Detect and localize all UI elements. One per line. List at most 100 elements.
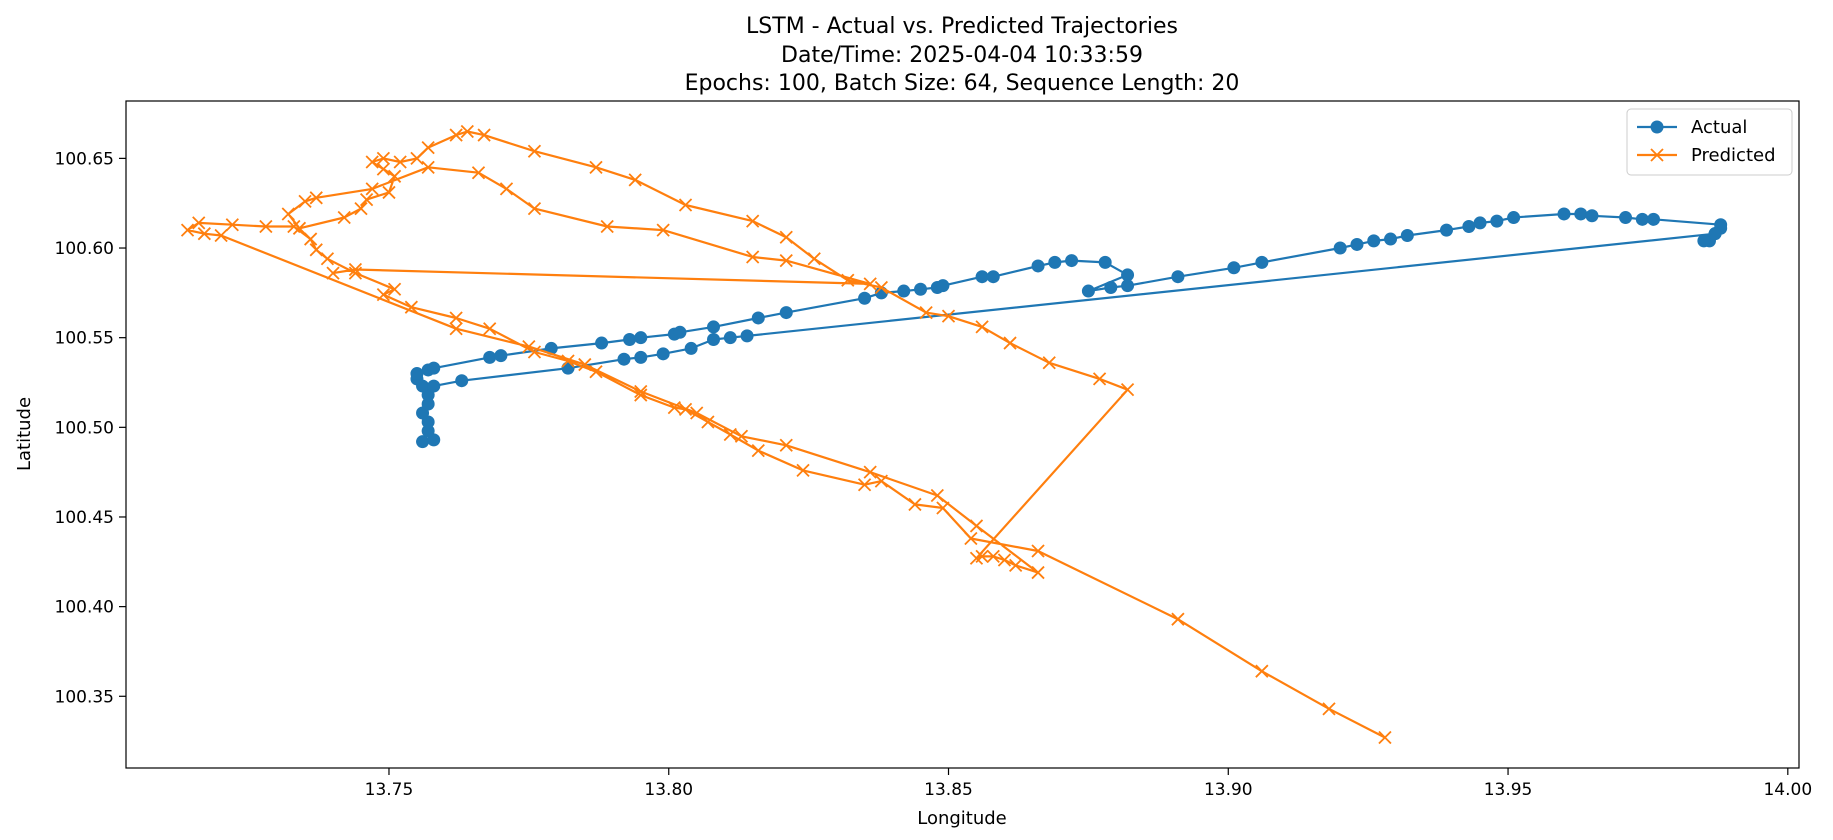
legend-entry-predicted: Predicted — [1637, 145, 1776, 166]
legend-actual-label: Actual — [1691, 117, 1747, 138]
data-point-predicted — [734, 429, 749, 443]
data-point-predicted — [387, 169, 402, 183]
data-point-predicted — [292, 221, 307, 235]
data-point-actual — [1367, 234, 1381, 248]
data-point-actual — [936, 279, 950, 293]
data-point-actual — [421, 397, 435, 411]
data-point-actual — [427, 379, 441, 393]
data-point-predicted — [376, 151, 391, 166]
data-point-actual — [410, 367, 424, 381]
y-tick-label: 100.35 — [55, 687, 114, 707]
data-point-predicted — [309, 191, 323, 205]
data-point-actual — [1490, 214, 1504, 228]
data-point-actual — [1473, 216, 1487, 230]
y-tick-label: 100.45 — [55, 508, 114, 528]
title-line-1: LSTM - Actual vs. Predicted Trajectories — [746, 14, 1178, 39]
data-point-actual — [914, 282, 928, 296]
data-point-actual — [1708, 227, 1722, 241]
data-point-actual — [1065, 254, 1079, 268]
data-point-actual — [427, 361, 441, 375]
data-point-actual — [494, 349, 508, 363]
data-point-predicted — [483, 322, 497, 336]
title-line-2: Date/Time: 2025-04-04 10:33:59 — [781, 43, 1143, 68]
data-point-predicted — [1171, 612, 1185, 626]
data-point-actual — [1647, 212, 1661, 226]
data-point-predicted — [522, 340, 536, 354]
x-tick-label: 13.90 — [1204, 780, 1253, 800]
plot-background — [126, 101, 1799, 768]
data-point-predicted — [863, 277, 877, 291]
data-point-predicted — [214, 228, 228, 243]
data-point-predicted — [359, 192, 374, 207]
data-point-predicted — [779, 230, 793, 244]
y-tick-label: 100.60 — [55, 239, 114, 259]
data-point-predicted — [460, 124, 474, 139]
data-point-predicted — [309, 243, 323, 257]
data-point-predicted — [969, 551, 984, 565]
data-point-predicted — [701, 415, 715, 429]
data-point-actual — [656, 347, 670, 361]
data-point-predicted — [192, 216, 206, 230]
data-point-predicted — [298, 194, 312, 209]
data-point-actual — [634, 331, 648, 345]
data-point-predicted — [421, 140, 435, 155]
data-point-predicted — [354, 201, 368, 216]
data-point-predicted — [600, 219, 614, 234]
data-point-actual — [1098, 255, 1112, 269]
data-point-predicted — [634, 384, 648, 399]
data-point-predicted — [807, 252, 821, 266]
data-point-actual — [455, 374, 469, 388]
y-axis: 100.35 100.40 100.45 100.50 100.55 100.60 100.… — [55, 149, 126, 707]
data-point-predicted — [589, 160, 603, 174]
data-point-predicted — [678, 198, 693, 212]
data-point-predicted — [628, 173, 642, 187]
data-point-predicted — [259, 219, 273, 234]
legend-predicted-marker — [1650, 148, 1664, 162]
data-point-actual — [1557, 207, 1571, 221]
data-point-predicted — [499, 182, 514, 196]
data-point-predicted — [986, 549, 1000, 564]
data-point-predicted — [908, 497, 922, 512]
data-point-actual — [707, 320, 721, 334]
data-point-predicted — [365, 182, 379, 196]
data-point-actual — [975, 270, 989, 284]
x-tick-label: 13.75 — [365, 780, 414, 800]
y-tick-label: 100.40 — [55, 598, 114, 618]
data-point-predicted — [393, 155, 407, 169]
data-point-predicted — [997, 553, 1012, 567]
data-point-predicted — [779, 438, 793, 452]
data-point-actual — [1227, 261, 1241, 275]
data-point-predicted — [874, 280, 889, 295]
data-point-actual — [1439, 223, 1453, 237]
data-point-actual — [723, 331, 737, 345]
data-point-actual — [1121, 268, 1135, 282]
data-point-actual — [1171, 270, 1185, 284]
data-point-predicted — [656, 223, 670, 237]
data-point-predicted — [382, 185, 396, 200]
data-point-predicted — [410, 151, 424, 166]
data-point-predicted — [449, 128, 463, 142]
data-point-predicted — [387, 282, 402, 296]
data-point-predicted — [449, 311, 463, 325]
data-point-actual — [1081, 284, 1095, 298]
data-point-actual — [1462, 220, 1476, 234]
data-point-predicted — [304, 232, 318, 246]
data-point-predicted — [779, 253, 793, 268]
data-point-predicted — [678, 402, 693, 417]
data-point-actual — [1635, 212, 1649, 226]
data-point-predicted — [667, 400, 681, 415]
data-point-predicted — [941, 309, 956, 323]
data-point-actual — [1384, 232, 1398, 246]
data-point-predicted — [376, 288, 391, 302]
data-point-actual — [897, 284, 911, 298]
data-point-predicted — [919, 305, 933, 320]
data-point-predicted — [969, 519, 984, 533]
data-point-predicted — [527, 144, 542, 158]
data-point-predicted — [1031, 544, 1045, 558]
y-tick-label: 100.65 — [55, 149, 114, 169]
legend: Actual Predicted — [1626, 108, 1793, 176]
data-point-predicted — [1378, 730, 1392, 745]
data-point-predicted — [449, 322, 463, 336]
data-point-predicted — [1322, 702, 1336, 716]
data-point-predicted — [975, 320, 989, 334]
